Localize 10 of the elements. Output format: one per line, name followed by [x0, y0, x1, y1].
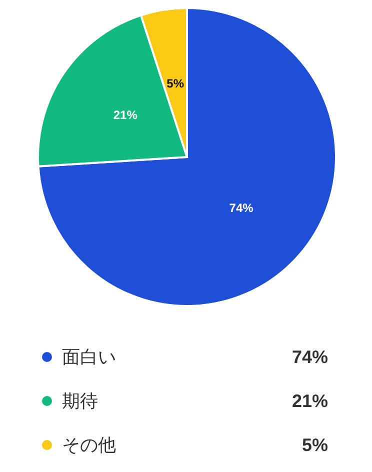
data-label: 74% — [229, 201, 254, 215]
data-label: 5% — [166, 76, 184, 90]
text: 5% — [302, 434, 328, 454]
text: 74% — [292, 346, 328, 366]
legend-label: 期待 — [62, 390, 99, 413]
legend-label: 面白い — [62, 346, 117, 369]
legend-label: その他 — [62, 434, 117, 457]
text: 21% — [292, 390, 328, 410]
data-label: 21% — [113, 108, 138, 122]
pie-slice — [37, 8, 337, 307]
